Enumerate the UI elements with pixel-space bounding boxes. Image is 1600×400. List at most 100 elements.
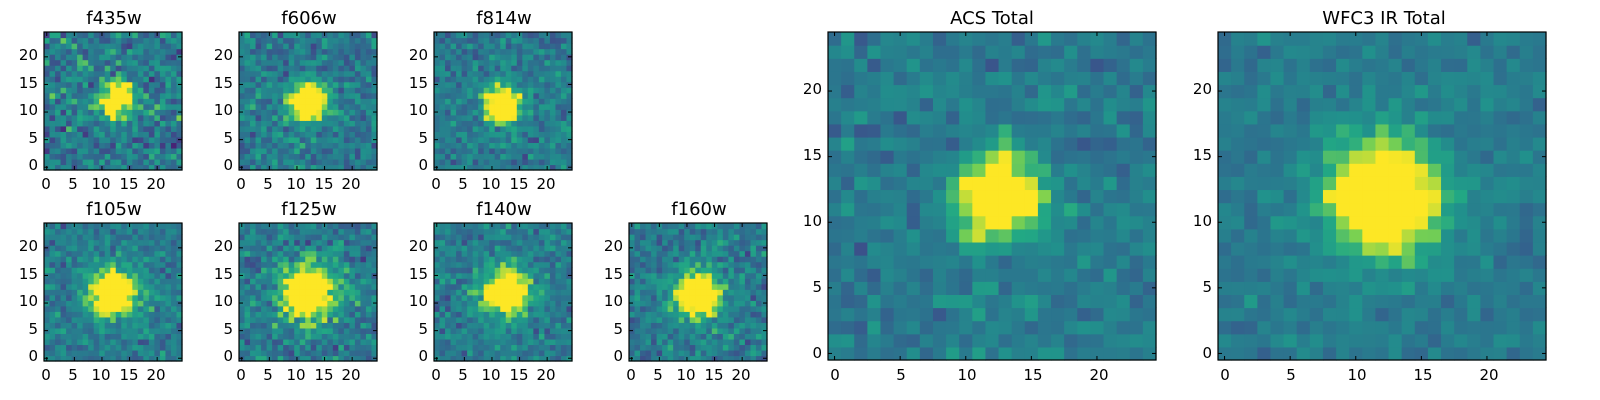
heatmap-cell bbox=[148, 349, 155, 357]
heatmap-cell bbox=[255, 245, 262, 252]
heatmap-cell bbox=[744, 322, 752, 329]
heatmap-cell bbox=[332, 76, 339, 83]
heatmap-cell bbox=[299, 355, 306, 362]
heatmap-cell bbox=[500, 98, 507, 105]
heatmap-cell bbox=[439, 65, 446, 72]
heatmap-cell bbox=[159, 316, 167, 323]
heatmap-cell bbox=[88, 103, 95, 110]
heatmap-cell bbox=[695, 305, 702, 312]
heatmap-cell bbox=[750, 327, 757, 334]
heatmap-cell bbox=[456, 98, 463, 105]
heatmap-cell bbox=[126, 239, 133, 246]
heatmap-cell bbox=[294, 316, 301, 323]
heatmap-cell bbox=[434, 333, 441, 340]
heatmap-cell bbox=[272, 59, 279, 66]
heatmap-cell bbox=[143, 305, 150, 312]
heatmap-cell bbox=[165, 289, 172, 296]
heatmap-cell bbox=[494, 283, 501, 290]
heatmap-cell bbox=[1077, 202, 1091, 217]
heatmap-cell bbox=[439, 32, 446, 39]
heatmap-cell bbox=[332, 278, 339, 285]
heatmap-cell bbox=[566, 349, 573, 357]
heatmap-cell bbox=[505, 239, 512, 246]
heatmap-cell bbox=[110, 37, 117, 44]
heatmap-cell bbox=[71, 98, 78, 105]
heatmap-cell bbox=[239, 261, 246, 268]
heatmap-cell bbox=[332, 59, 339, 66]
heatmap-cell bbox=[527, 267, 534, 274]
heatmap-cell bbox=[266, 125, 273, 132]
heatmap-cell bbox=[538, 300, 545, 307]
heatmap-cell bbox=[82, 32, 89, 39]
heatmap-cell bbox=[511, 54, 518, 61]
heatmap-cell bbox=[744, 327, 752, 334]
heatmap-cell bbox=[629, 239, 636, 246]
heatmap-cell bbox=[137, 120, 144, 127]
heatmap-cell bbox=[722, 355, 729, 362]
heatmap-cell bbox=[154, 283, 161, 290]
heatmap-cell bbox=[511, 333, 518, 340]
heatmap-cell bbox=[919, 333, 934, 348]
heatmap-cell bbox=[132, 54, 139, 61]
heatmap-cell bbox=[143, 65, 150, 72]
heatmap-cell bbox=[744, 261, 752, 268]
heatmap-cell bbox=[750, 289, 757, 296]
heatmap-cell bbox=[354, 70, 362, 77]
heatmap-cell bbox=[700, 333, 707, 340]
heatmap-cell bbox=[678, 234, 685, 241]
heatmap-cell bbox=[316, 120, 323, 127]
heatmap-cell bbox=[316, 272, 323, 279]
heatmap-cell bbox=[266, 37, 273, 44]
heatmap-cell bbox=[461, 245, 468, 252]
heatmap-cell bbox=[472, 250, 479, 257]
heatmap-cell bbox=[505, 158, 512, 166]
heatmap-cell bbox=[489, 37, 496, 44]
heatmap-cell bbox=[555, 289, 562, 296]
heatmap-cell bbox=[239, 43, 246, 50]
xtick: 15 bbox=[119, 366, 138, 384]
heatmap-cell bbox=[305, 283, 312, 290]
heatmap-cell bbox=[522, 316, 529, 323]
heatmap-cell bbox=[159, 76, 167, 83]
heatmap-cell bbox=[445, 43, 452, 50]
heatmap-cell bbox=[689, 283, 696, 290]
heatmap-cell bbox=[755, 261, 763, 268]
heatmap-cell bbox=[71, 142, 78, 149]
heatmap-cell bbox=[445, 114, 452, 121]
heatmap-cell bbox=[332, 153, 339, 160]
heatmap-cell bbox=[154, 261, 161, 268]
heatmap-cell bbox=[645, 234, 652, 241]
heatmap-cell bbox=[327, 109, 334, 116]
heatmap-cell bbox=[115, 300, 122, 307]
heatmap-cell bbox=[450, 125, 457, 132]
heatmap-cell bbox=[77, 59, 84, 66]
heatmap-cell bbox=[560, 322, 568, 329]
heatmap-cell bbox=[516, 109, 523, 116]
heatmap-cell bbox=[104, 256, 111, 263]
heatmap-cell bbox=[327, 344, 334, 351]
heatmap-cell bbox=[338, 158, 345, 166]
heatmap-cell bbox=[360, 283, 367, 290]
heatmap-cell bbox=[332, 37, 339, 44]
heatmap-cell bbox=[450, 311, 457, 318]
heatmap-cell bbox=[321, 54, 328, 61]
heatmap-cell bbox=[332, 131, 339, 138]
heatmap-cell bbox=[343, 333, 350, 340]
heatmap-cell bbox=[305, 267, 312, 274]
heatmap-cell bbox=[55, 300, 62, 307]
heatmap-cell bbox=[305, 234, 312, 241]
heatmap-cell bbox=[55, 289, 62, 296]
heatmap-cell bbox=[1077, 241, 1091, 256]
heatmap-cell bbox=[522, 333, 529, 340]
heatmap-cell bbox=[110, 32, 117, 39]
heatmap-cell bbox=[250, 223, 257, 230]
heatmap-cell bbox=[338, 272, 345, 279]
heatmap-cell bbox=[99, 158, 106, 166]
heatmap-cell bbox=[472, 239, 479, 246]
heatmap-cell bbox=[566, 125, 573, 132]
heatmap-cell bbox=[354, 278, 362, 285]
heatmap-cell bbox=[739, 239, 746, 246]
heatmap-cell bbox=[354, 322, 362, 329]
heatmap-cell bbox=[656, 311, 663, 318]
heatmap-cell bbox=[137, 294, 144, 301]
